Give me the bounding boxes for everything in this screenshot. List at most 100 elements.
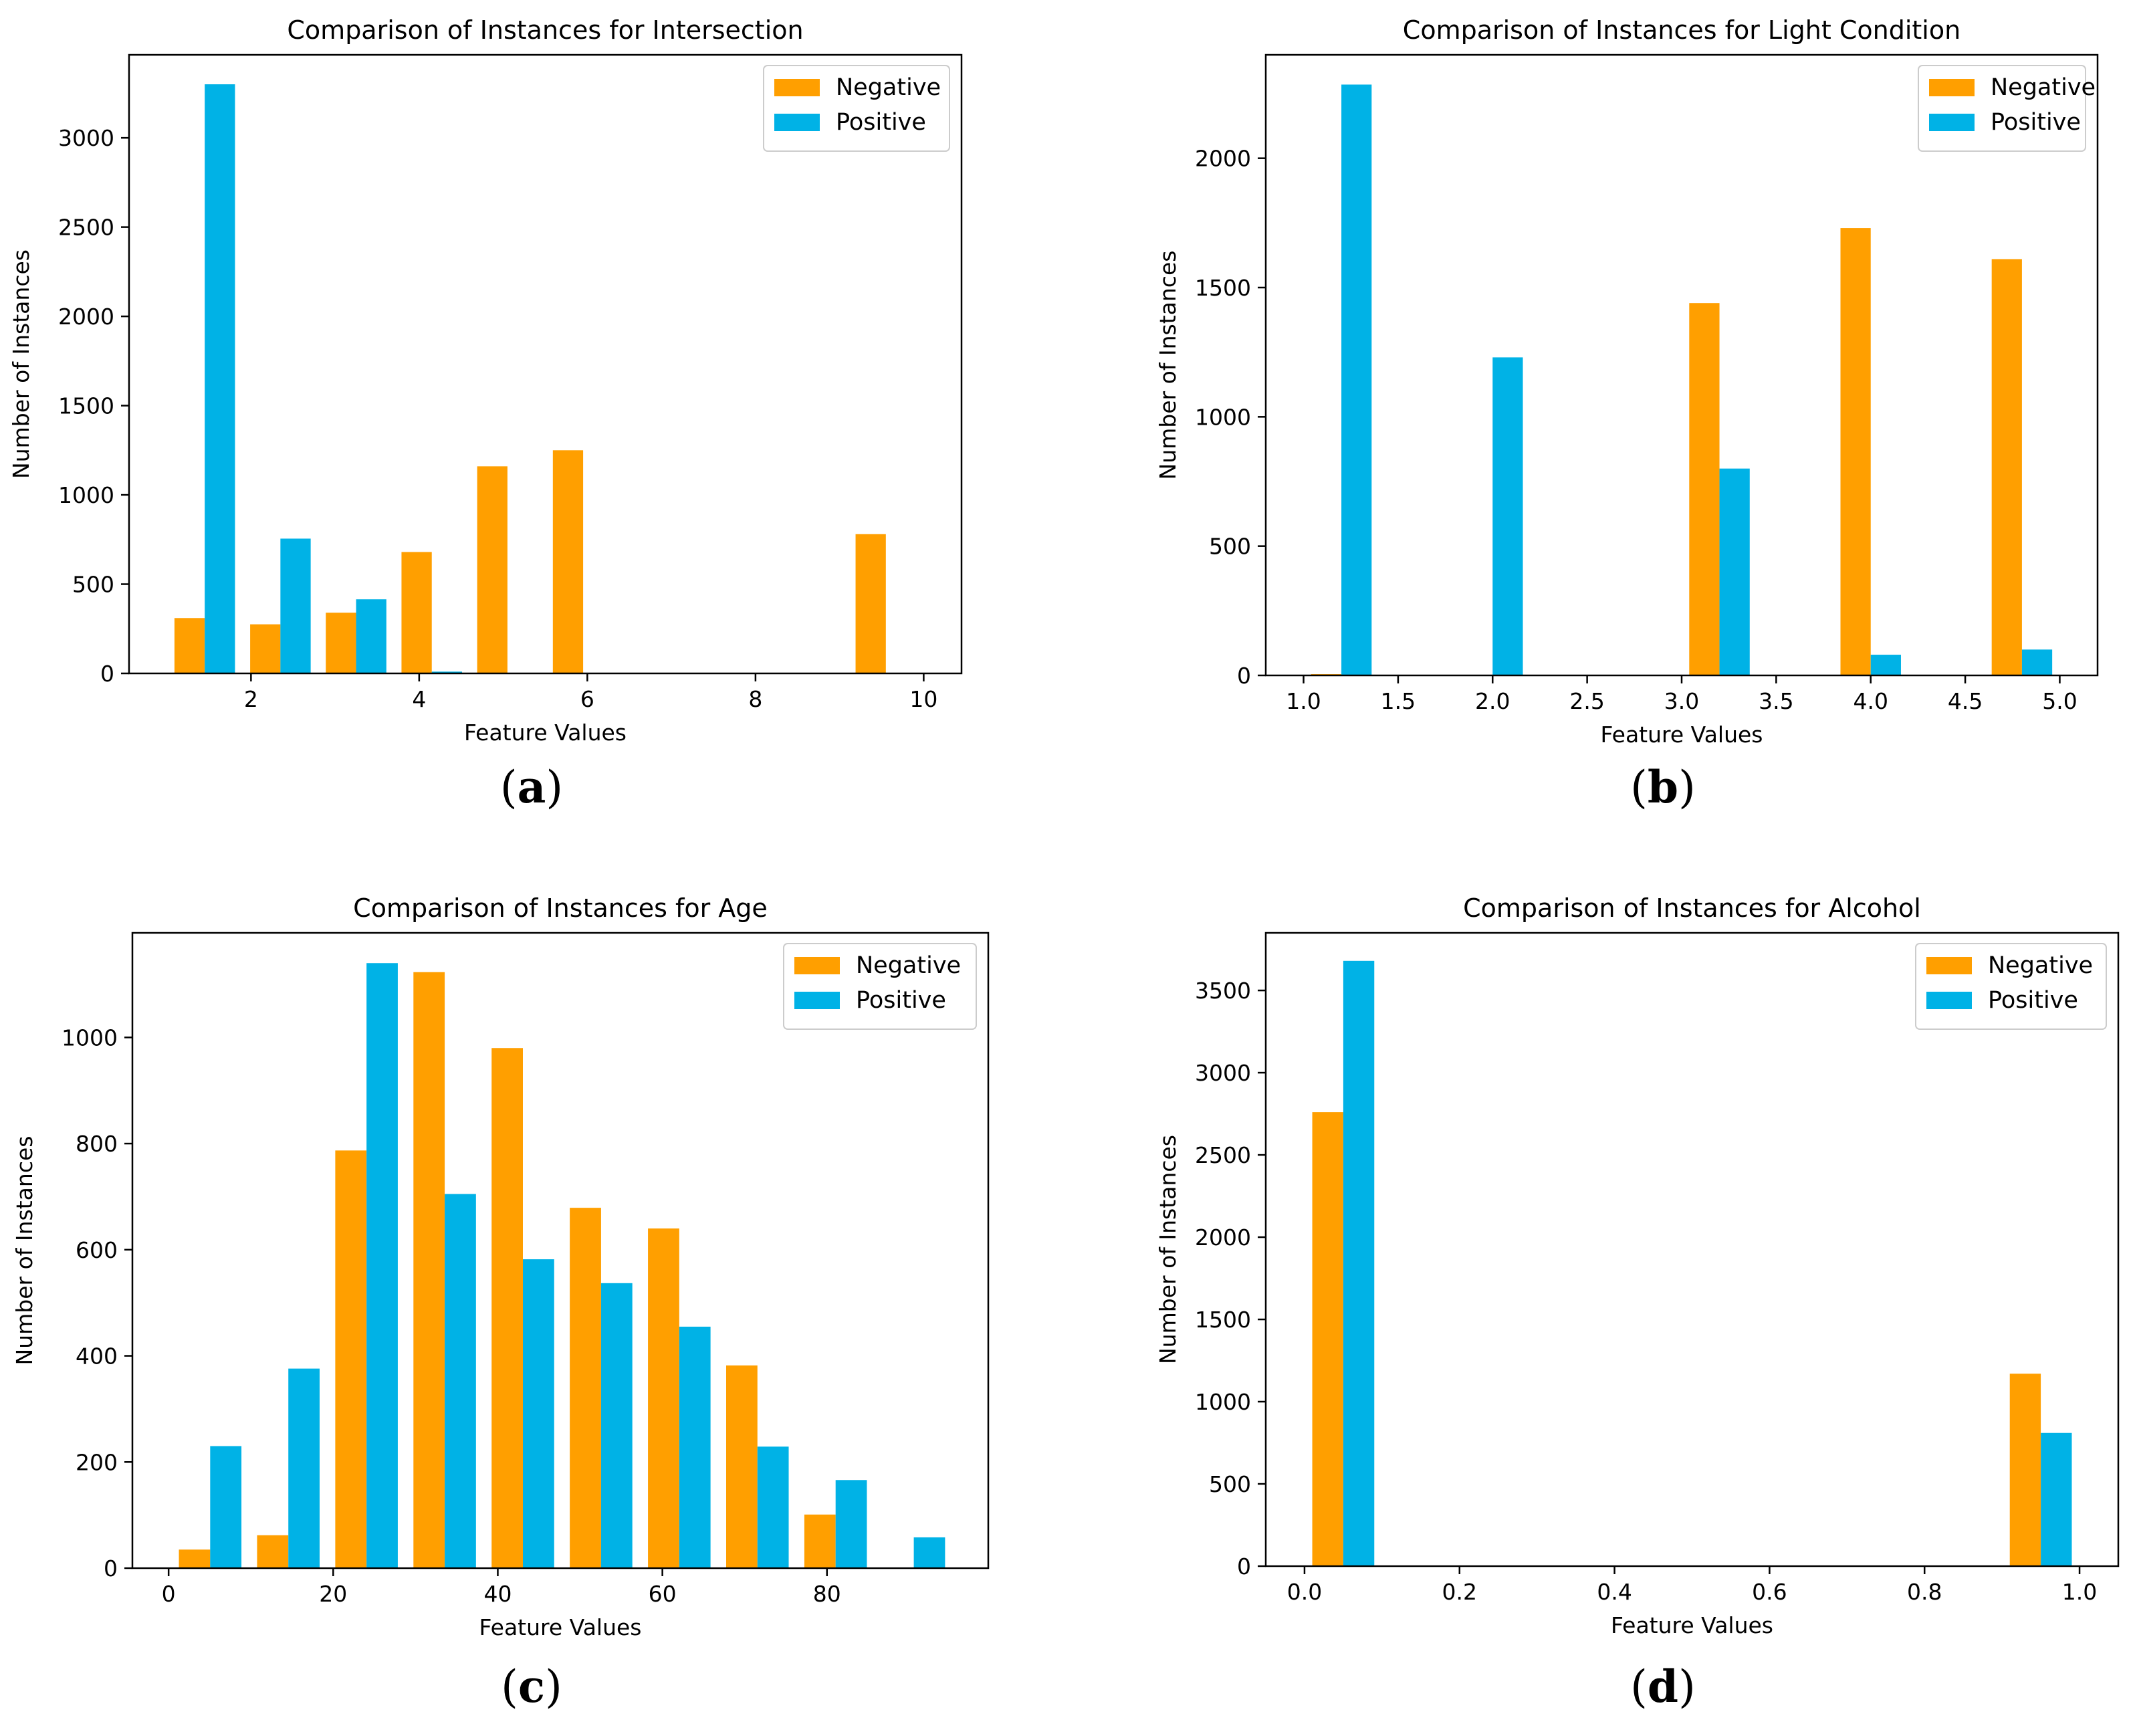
y-tick-label: 500 — [1209, 534, 1251, 560]
chart-2: Comparison of Instances for Light Condit… — [1155, 15, 2099, 748]
panel-label-b: (b) — [1630, 761, 1696, 813]
x-tick-label: 6 — [580, 686, 594, 712]
y-tick-label: 3500 — [1195, 978, 1251, 1004]
x-tick-label: 20 — [319, 1581, 347, 1607]
x-tick-label: 10 — [909, 686, 937, 712]
positive-bar — [913, 1537, 945, 1568]
legend: Negative Positive — [783, 943, 977, 1030]
negative-legend-label: Negative — [1991, 74, 2096, 101]
y-tick-label: 2000 — [1195, 1224, 1251, 1251]
positive-legend-swatch — [794, 992, 840, 1009]
negative-bar — [335, 1150, 367, 1568]
y-tick-label: 3000 — [58, 125, 114, 151]
y-tick-label: 600 — [76, 1237, 118, 1263]
negative-bar — [413, 972, 445, 1568]
chart-title: Comparison of Instances for Light Condit… — [1403, 15, 1960, 45]
negative-legend-label: Negative — [836, 74, 941, 101]
y-tick-label: 1500 — [58, 393, 114, 419]
x-tick-label: 0.8 — [1907, 1579, 1942, 1605]
x-tick-label: 1.0 — [2062, 1579, 2097, 1605]
negative-legend-swatch — [794, 957, 840, 974]
positive-bar — [523, 1259, 554, 1568]
x-tick-label: 2 — [244, 686, 258, 712]
y-tick-label: 0 — [1237, 1553, 1251, 1580]
positive-legend-swatch — [774, 114, 820, 131]
positive-bar — [1343, 960, 1375, 1566]
positive-bar — [366, 963, 398, 1568]
y-tick-label: 1000 — [62, 1024, 118, 1051]
x-axis-label: Feature Values — [464, 720, 627, 746]
y-axis-label: Number of Instances — [1155, 251, 1181, 480]
panel-label-d: (d) — [1630, 1660, 1696, 1713]
negative-bar — [491, 1048, 523, 1568]
x-tick-label: 4.0 — [1853, 688, 1888, 714]
positive-bar — [1492, 357, 1523, 675]
negative-bar — [570, 1208, 601, 1568]
positive-bar — [835, 1480, 867, 1568]
negative-bar — [1991, 259, 2022, 675]
panel-label-a: (a) — [500, 761, 563, 813]
y-axis-label: Number of Instances — [1155, 1135, 1181, 1364]
chart-title: Comparison of Instances for Alcohol — [1463, 893, 1921, 923]
chart-3: Comparison of Instances for Age 0 20 40 60 80… — [11, 893, 990, 1640]
y-tick-label: 3000 — [1195, 1060, 1251, 1086]
y-tick-label: 2500 — [58, 215, 114, 241]
plot-frame — [128, 53, 963, 675]
positive-bar — [757, 1446, 789, 1568]
positive-legend-swatch — [1929, 114, 1975, 131]
negative-bar — [250, 624, 281, 673]
x-tick-label: 1.0 — [1286, 688, 1321, 714]
y-tick-label: 200 — [76, 1449, 118, 1475]
legend: Negative Positive — [1915, 943, 2107, 1030]
positive-bar — [356, 599, 386, 673]
positive-bar — [210, 1446, 242, 1568]
y-tick-label: 2000 — [1195, 146, 1251, 172]
positive-legend-swatch — [1926, 992, 1972, 1009]
positive-bar — [2021, 649, 2053, 675]
y-tick-label: 800 — [76, 1131, 118, 1157]
negative-legend-label: Negative — [1988, 952, 2093, 979]
x-axis-label: Feature Values — [1611, 1612, 1773, 1638]
x-tick-label: 40 — [483, 1581, 512, 1607]
x-tick-label: 3.5 — [1759, 688, 1793, 714]
negative-bar — [1312, 1112, 1343, 1566]
positive-bar — [679, 1326, 711, 1568]
y-tick-label: 0 — [1237, 663, 1251, 689]
x-tick-label: 2.5 — [1569, 688, 1604, 714]
negative-bar — [648, 1228, 679, 1568]
positive-bar — [1870, 655, 1901, 675]
positive-legend-label: Positive — [856, 987, 946, 1014]
negative-bar — [2009, 1374, 2041, 1566]
chart-title: Comparison of Instances for Age — [353, 893, 768, 923]
y-tick-label: 1000 — [58, 482, 114, 508]
y-tick-label: 1000 — [1195, 1389, 1251, 1415]
negative-legend-swatch — [1929, 79, 1975, 96]
x-tick-label: 60 — [649, 1581, 677, 1607]
y-axis-label: Number of Instances — [8, 249, 34, 479]
x-axis-label: Feature Values — [1600, 722, 1763, 748]
y-tick-label: 2500 — [1195, 1142, 1251, 1168]
y-tick-label: 1500 — [1195, 275, 1251, 301]
x-tick-label: 0.6 — [1752, 1579, 1787, 1605]
positive-legend-label: Positive — [1991, 109, 2081, 136]
negative-bar — [1840, 228, 1871, 676]
x-tick-label: 0 — [162, 1581, 176, 1607]
legend: Negative Positive — [1918, 65, 2096, 152]
x-tick-label: 80 — [813, 1581, 841, 1607]
x-tick-label: 0.2 — [1442, 1579, 1477, 1605]
y-tick-label: 500 — [1209, 1471, 1251, 1497]
positive-bar — [431, 671, 462, 673]
y-axis-label: Number of Instances — [11, 1136, 37, 1366]
chart-title: Comparison of Instances for Intersection — [287, 15, 803, 45]
plot-frame — [1264, 932, 2120, 1567]
panel-label-c: (c) — [501, 1660, 562, 1713]
negative-bar — [855, 534, 886, 673]
chart-1: Comparison of Instances for Intersection… — [8, 15, 963, 746]
positive-bar — [2041, 1432, 2072, 1566]
negative-legend-swatch — [1926, 957, 1972, 974]
positive-legend-label: Positive — [1988, 987, 2078, 1014]
y-tick-label: 400 — [76, 1343, 118, 1370]
negative-bar — [401, 552, 432, 673]
x-tick-label: 4 — [412, 686, 426, 712]
